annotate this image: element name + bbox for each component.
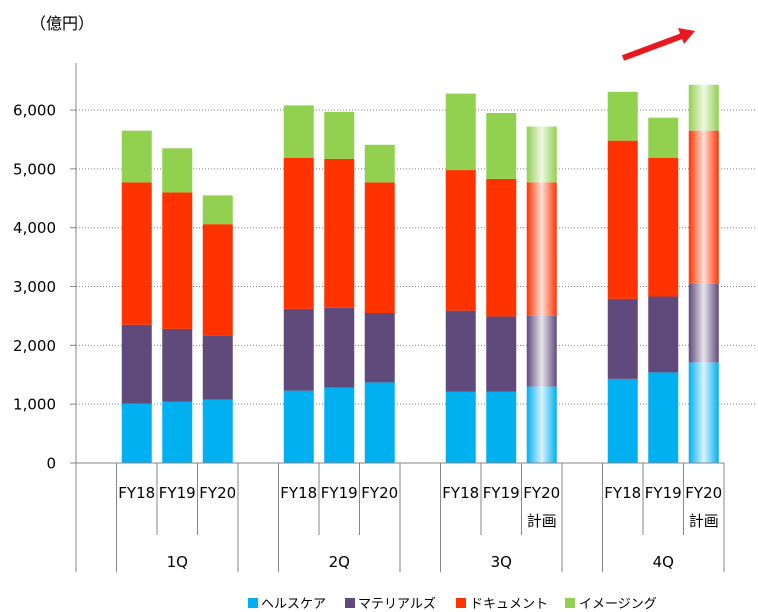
bar-1q-fy20-series-3	[202, 224, 233, 336]
legend-item: ヘルスケア	[248, 597, 326, 612]
legend-swatch	[456, 598, 466, 608]
legend-swatch	[345, 598, 355, 608]
y-tick-labels: 0 1,000 2,000 3,000 4,000 5,000 6,000	[13, 102, 56, 473]
y-tick-label: 6,000	[13, 102, 56, 120]
bar-1q-fy19-series-3	[162, 192, 193, 329]
bar-1q-fy18-series-1	[121, 403, 152, 463]
bar-2q-fy20-series-3	[364, 182, 395, 313]
bar-1q-fy18-series-4	[121, 130, 152, 183]
gridlines	[76, 109, 757, 405]
bar-3q-fy19-series-4	[486, 113, 517, 179]
bar-2q-fy18-series-2	[283, 308, 314, 391]
bar-2q-fy20-series-4	[364, 144, 395, 183]
category-label: FY19	[159, 484, 196, 502]
bar-2q-fy20-series-2	[364, 313, 395, 383]
bar-4q-fy19-series-1	[648, 372, 679, 463]
trend-arrow	[621, 28, 695, 61]
bar-1q-fy20-series-4	[202, 195, 233, 225]
bar-4q-fy18-series-4	[607, 91, 638, 141]
y-tick-label: 1,000	[13, 396, 56, 414]
category-label: FY18	[280, 484, 317, 502]
bar-3q-fy19-series-1	[486, 391, 517, 463]
bar-4q-fy18-series-1	[607, 378, 638, 463]
legend-swatch	[248, 598, 258, 608]
quarter-label: 1Q	[167, 553, 188, 571]
quarter-label: 4Q	[653, 553, 674, 571]
category-label: FY19	[483, 484, 520, 502]
y-tick-label: 3,000	[13, 278, 56, 296]
trend-arrow-head	[678, 28, 695, 44]
axes	[70, 63, 725, 572]
bar-4q-fy19-series-4	[648, 117, 679, 158]
bar-2q-fy18-series-3	[283, 157, 314, 309]
bar-2q-fy19-series-4	[324, 111, 355, 159]
quarter-label: 2Q	[329, 553, 350, 571]
y-tick-label: 2,000	[13, 337, 56, 355]
category-note: 計画	[527, 512, 557, 530]
bar-4q-fy18-series-2	[607, 298, 638, 379]
y-tick-label: 5,000	[13, 160, 56, 178]
legend-label: ヘルスケア	[261, 597, 326, 612]
bar-4q-fy19-series-2	[648, 296, 679, 373]
legend-item: イメージング	[565, 597, 657, 612]
bar-2q-fy18-series-4	[283, 105, 314, 158]
category-note: 計画	[689, 512, 719, 530]
bar-3q-fy20-plan-series-3	[526, 182, 557, 316]
bar-2q-fy20-series-1	[364, 382, 395, 463]
bar-1q-fy19-series-2	[162, 328, 193, 402]
bar-4q-fy18-series-3	[607, 140, 638, 299]
category-label: FY18	[118, 484, 155, 502]
bar-3q-fy20-plan-series-2	[526, 315, 557, 387]
bar-3q-fy19-series-2	[486, 316, 517, 392]
bar-4q-fy20-plan-series-3	[688, 130, 719, 284]
bar-3q-fy18-series-1	[445, 391, 476, 463]
category-label: FY20	[361, 484, 398, 502]
y-tick-label: 4,000	[13, 219, 56, 237]
category-label: FY20	[685, 484, 722, 502]
legend-label: イメージング	[579, 597, 657, 612]
y-axis-unit-label: （億円）	[30, 14, 94, 33]
bar-4q-fy20-plan-series-4	[688, 84, 719, 131]
category-label: FY18	[604, 484, 641, 502]
bar-4q-fy20-plan-series-1	[688, 362, 719, 463]
bar-4q-fy20-plan-series-2	[688, 283, 719, 363]
bar-4q-fy19-series-3	[648, 157, 679, 297]
bar-2q-fy19-series-1	[324, 387, 355, 463]
legend-swatch	[565, 598, 575, 608]
legend-label: マテリアルズ	[358, 596, 436, 612]
bar-1q-fy20-series-2	[202, 335, 233, 400]
legend: ヘルスケア マテリアルズ ドキュメント イメージング	[248, 596, 657, 612]
legend-item: ドキュメント	[456, 597, 548, 612]
category-label: FY19	[645, 484, 682, 502]
category-label: FY18	[442, 484, 479, 502]
legend-label: ドキュメント	[470, 597, 548, 612]
bars	[121, 84, 719, 463]
bar-3q-fy19-series-3	[486, 178, 517, 317]
bar-1q-fy20-series-1	[202, 399, 233, 463]
y-tick-label: 0	[46, 455, 56, 473]
bar-3q-fy18-series-4	[445, 93, 476, 171]
bar-1q-fy18-series-2	[121, 324, 152, 404]
quarter-label: 3Q	[491, 553, 512, 571]
bar-1q-fy19-series-4	[162, 148, 193, 193]
bar-3q-fy20-plan-series-1	[526, 386, 557, 463]
bar-2q-fy19-series-3	[324, 158, 355, 308]
bar-3q-fy18-series-2	[445, 310, 476, 392]
trend-arrow-shaft	[621, 33, 684, 61]
bar-2q-fy19-series-2	[324, 307, 355, 388]
category-label: FY20	[199, 484, 236, 502]
bar-3q-fy18-series-3	[445, 170, 476, 311]
bar-1q-fy19-series-1	[162, 401, 193, 463]
category-label: FY20	[523, 484, 560, 502]
bar-2q-fy18-series-1	[283, 390, 314, 463]
bar-1q-fy18-series-3	[121, 182, 152, 325]
category-label: FY19	[321, 484, 358, 502]
bar-3q-fy20-plan-series-4	[526, 126, 557, 183]
legend-item: マテリアルズ	[345, 596, 436, 612]
